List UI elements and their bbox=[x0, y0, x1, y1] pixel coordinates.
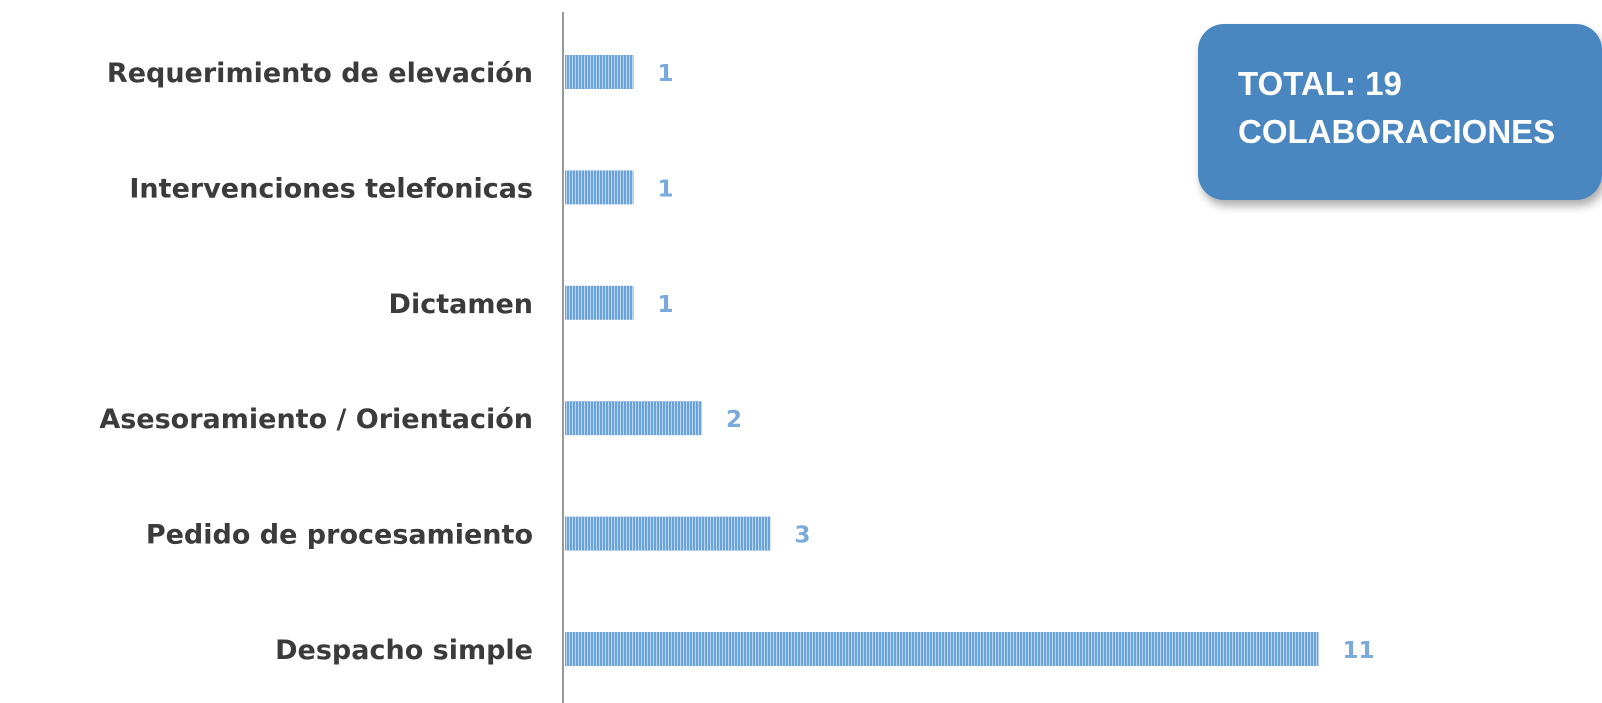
value-label-dictamen: 1 bbox=[658, 292, 674, 318]
category-label-intervenciones-telefonicas: Intervenciones telefonicas bbox=[129, 173, 533, 204]
bar-dictamen bbox=[565, 285, 634, 320]
value-label-intervenciones-telefonicas: 1 bbox=[658, 176, 674, 202]
value-label-pedido-de-procesamiento: 3 bbox=[795, 523, 811, 549]
category-label-pedido-de-procesamiento: Pedido de procesamiento bbox=[146, 520, 533, 551]
bars-group bbox=[565, 55, 1319, 666]
value-label-requerimiento-de-elevacion: 1 bbox=[658, 61, 674, 87]
bar-intervenciones-telefonicas bbox=[565, 170, 634, 205]
total-summary-box: TOTAL: 19 COLABORACIONES bbox=[1198, 24, 1602, 200]
value-label-despacho-simple: 11 bbox=[1343, 638, 1375, 664]
total-unit-text: COLABORACIONES bbox=[1238, 113, 1556, 150]
value-label-asesoramiento-orientacion: 2 bbox=[726, 407, 742, 433]
total-count-text: TOTAL: 19 bbox=[1238, 65, 1402, 102]
bar-pedido-de-procesamiento bbox=[565, 516, 771, 551]
bar-despacho-simple bbox=[565, 632, 1319, 666]
bar-requerimiento-de-elevacion bbox=[565, 55, 634, 89]
category-label-requerimiento-de-elevacion: Requerimiento de elevación bbox=[107, 58, 533, 89]
category-label-despacho-simple: Despacho simple bbox=[275, 635, 533, 666]
bar-asesoramiento-orientacion bbox=[565, 401, 702, 436]
category-label-dictamen: Dictamen bbox=[389, 289, 533, 320]
category-labels-group: Requerimiento de elevación Intervenciones… bbox=[99, 58, 533, 666]
category-label-asesoramiento-orientacion: Asesoramiento / Orientación bbox=[99, 404, 533, 435]
